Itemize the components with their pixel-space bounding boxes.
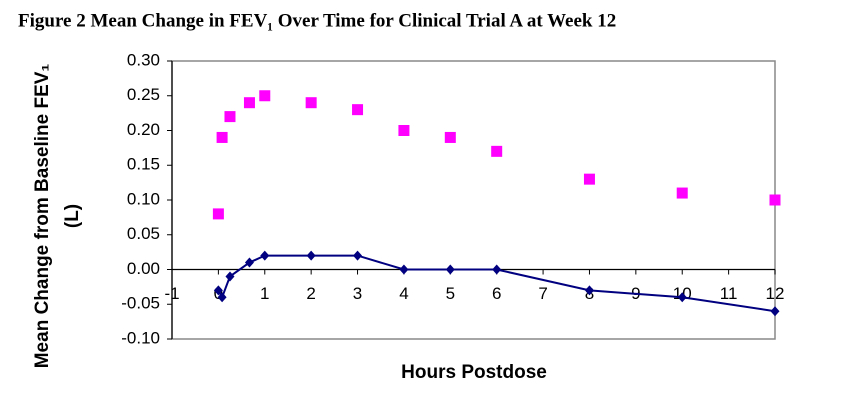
point <box>305 97 317 109</box>
point <box>260 250 270 261</box>
x-tick-label: 4 <box>399 284 408 303</box>
point <box>353 250 363 261</box>
point <box>769 194 781 206</box>
point <box>352 104 364 116</box>
point <box>677 292 687 303</box>
point <box>224 111 236 123</box>
y-tick-label: 0.20 <box>127 120 160 139</box>
x-tick-label: 5 <box>446 284 455 303</box>
x-axis-label: Hours Postdose <box>401 362 547 383</box>
x-tick-label: 11 <box>720 284 738 303</box>
point <box>399 264 409 275</box>
x-tick-label: 3 <box>353 284 362 303</box>
point <box>217 292 227 303</box>
x-tick-label: 6 <box>492 284 501 303</box>
y-tick-label: -0.10 <box>121 328 160 347</box>
y-tick-label: 0.15 <box>127 155 160 174</box>
point <box>584 285 594 296</box>
point <box>259 90 271 102</box>
y-tick-label: 0.30 <box>127 50 160 69</box>
y-tick-label: 0.05 <box>127 224 160 243</box>
y-axis-label: (L) <box>62 204 83 228</box>
x-tick-label: 2 <box>306 284 315 303</box>
x-tick-label: -1 <box>164 284 179 303</box>
point <box>244 257 254 268</box>
y-tick-label: 0.25 <box>127 85 160 104</box>
point <box>676 187 688 199</box>
point <box>212 208 224 220</box>
x-tick-label: 7 <box>538 284 547 303</box>
point <box>583 173 595 185</box>
x-tick-label: 12 <box>766 284 785 303</box>
point <box>492 264 502 275</box>
point <box>444 131 456 143</box>
x-tick-label: 1 <box>260 284 269 303</box>
point <box>770 306 780 317</box>
y-axis-label: Mean Change from Baseline FEV₁ <box>32 64 53 369</box>
y-tick-label: 0.00 <box>127 259 160 278</box>
point <box>225 271 235 282</box>
y-tick-label: 0.10 <box>127 189 160 208</box>
y-tick-label: -0.05 <box>121 294 160 313</box>
point <box>216 131 228 143</box>
point <box>213 285 223 296</box>
chart-title: Figure 2 Mean Change in FEV₁ Over Time f… <box>18 10 616 31</box>
point <box>445 264 455 275</box>
point <box>491 145 503 157</box>
point <box>243 97 255 109</box>
point <box>398 125 410 136</box>
point <box>306 250 316 261</box>
